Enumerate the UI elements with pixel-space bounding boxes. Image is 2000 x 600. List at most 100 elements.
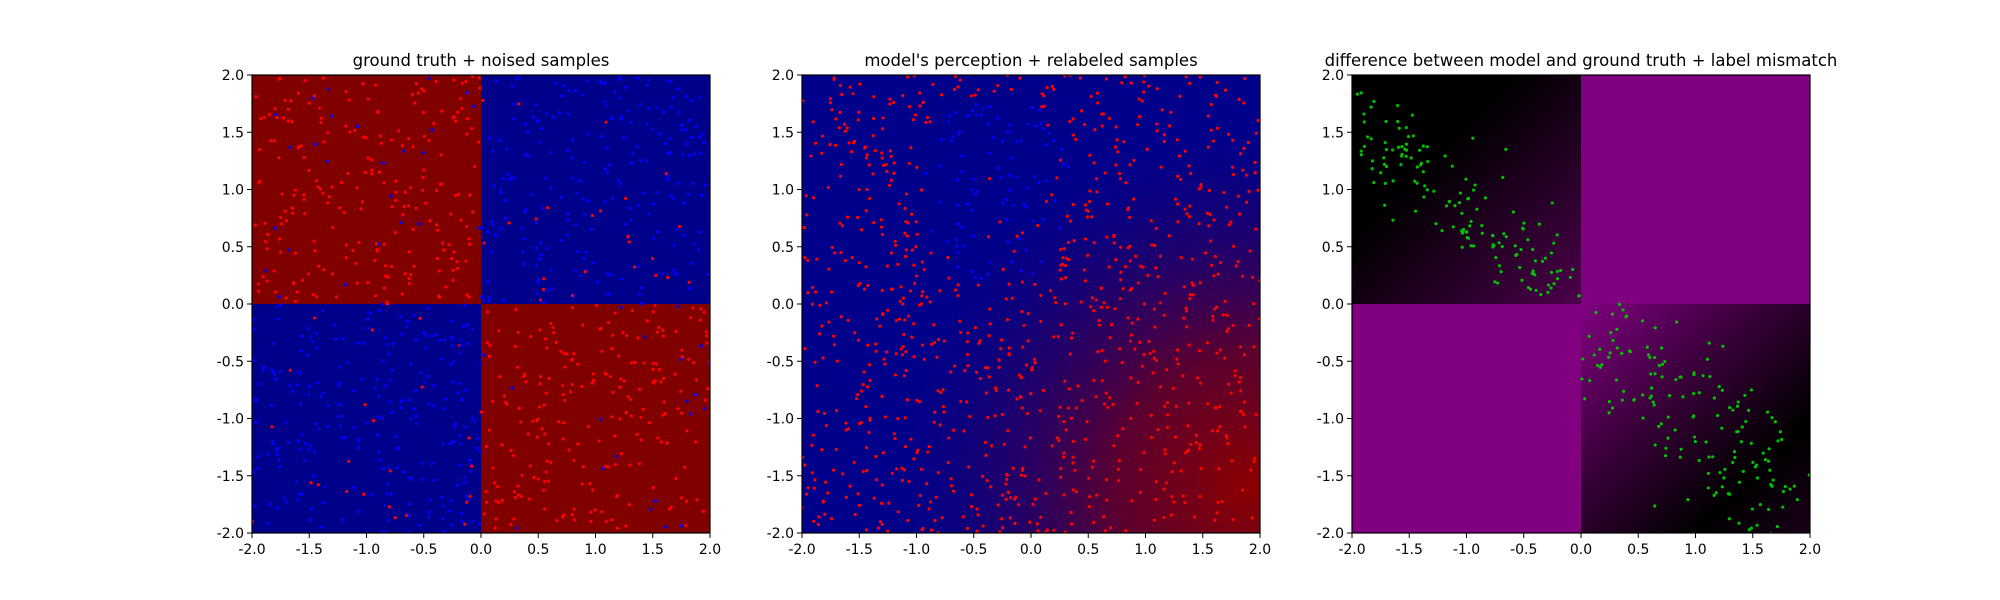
scatter-point-red: [705, 341, 709, 345]
scatter-point-blue: [970, 108, 975, 113]
scatter-point-blue: [351, 425, 355, 430]
scatter-point-mismatch: [1763, 458, 1768, 462]
scatter-point-blue: [566, 149, 570, 153]
scatter-point-blue: [450, 344, 455, 348]
scatter-point-red: [1121, 427, 1125, 431]
scatter-point-mismatch: [1501, 175, 1505, 179]
scatter-point-blue: [1001, 201, 1005, 205]
scatter-point-blue: [605, 103, 609, 107]
scatter-point-red: [699, 307, 703, 311]
scatter-point-mismatch: [1641, 393, 1645, 397]
scatter-point-red: [1221, 313, 1226, 317]
scatter-point-red: [997, 365, 1001, 369]
scatter-point-red: [1224, 433, 1228, 437]
scatter-point-red: [953, 87, 957, 91]
scatter-point-red: [1119, 270, 1123, 274]
scatter-point-red: [833, 143, 838, 147]
scatter-point-red: [1124, 529, 1128, 533]
scatter-point-red: [1102, 402, 1107, 406]
scatter-point-red: [813, 478, 817, 482]
scatter-point-mismatch: [1697, 458, 1701, 463]
scatter-point-red: [1059, 323, 1063, 327]
scatter-point-red: [847, 141, 851, 145]
scatter-point-red: [1216, 500, 1220, 504]
scatter-point-red: [1184, 306, 1188, 310]
scatter-point-red: [994, 388, 998, 393]
scatter-point-red: [1045, 528, 1049, 532]
scatter-point-red: [1031, 502, 1035, 506]
scatter-point-red: [806, 486, 810, 490]
scatter-point-red: [1033, 282, 1037, 287]
scatter-point-red: [269, 138, 273, 143]
scatter-point-mismatch: [1649, 394, 1653, 398]
scatter-point-blue: [455, 484, 459, 488]
scatter-point-red: [1225, 436, 1229, 440]
scatter-point-mismatch: [1783, 484, 1787, 489]
scatter-point-blue: [299, 349, 303, 353]
scatter-point-red: [1231, 138, 1235, 142]
scatter-point-red: [900, 478, 904, 482]
scatter-point-red: [817, 332, 822, 336]
scatter-point-red: [664, 171, 668, 176]
scatter-point-red: [1237, 212, 1241, 216]
scatter-point-red: [1136, 380, 1140, 385]
scatter-point-red: [353, 128, 357, 132]
x-tick-label: -1.5: [846, 542, 873, 558]
scatter-point-blue: [311, 474, 316, 478]
scatter-point-blue: [279, 369, 283, 373]
scatter-point-blue: [451, 360, 455, 364]
scatter-point-red: [1056, 335, 1060, 339]
scatter-point-red: [865, 187, 869, 192]
scatter-point-red: [828, 97, 832, 101]
scatter-point-red: [546, 479, 551, 483]
scatter-point-blue: [441, 406, 445, 411]
scatter-point-blue: [567, 89, 571, 93]
scatter-point-red: [449, 212, 453, 216]
scatter-point-red: [484, 444, 488, 449]
scatter-point-red: [307, 168, 311, 173]
scatter-point-mismatch: [1460, 211, 1464, 215]
scatter-point-blue: [410, 477, 414, 481]
scatter-point-red: [1092, 161, 1096, 165]
scatter-point-blue: [1062, 162, 1066, 167]
scatter-point-mismatch: [1480, 231, 1484, 235]
scatter-point-red: [467, 237, 471, 241]
scatter-point-red: [1142, 450, 1146, 455]
scatter-point-mismatch: [1421, 144, 1425, 148]
scatter-point-red: [897, 202, 901, 206]
scatter-point-red: [303, 212, 307, 216]
scatter-point-red: [868, 363, 872, 367]
scatter-point-red: [835, 359, 839, 363]
scatter-point-red: [941, 404, 946, 409]
scatter-point-red: [511, 453, 515, 458]
scatter-point-blue: [376, 450, 380, 455]
scatter-point-red: [293, 188, 297, 192]
y-tick-label: 0.5: [772, 240, 794, 256]
scatter-point-blue: [701, 140, 706, 144]
scatter-point-blue: [1006, 240, 1010, 244]
scatter-point-mismatch: [1657, 363, 1661, 368]
scatter-point-red: [1103, 359, 1107, 363]
scatter-point-red: [821, 356, 825, 360]
scatter-point-blue: [574, 191, 579, 196]
scatter-point-red: [966, 364, 970, 368]
y-tick-label: -0.5: [767, 354, 794, 370]
x-tick-label: -0.5: [1510, 542, 1537, 558]
scatter-point-blue: [605, 146, 609, 150]
scatter-point-red: [975, 507, 979, 511]
scatter-point-red: [886, 529, 890, 533]
scatter-point-blue: [504, 147, 509, 151]
scatter-point-red: [403, 272, 407, 276]
scatter-point-red: [896, 262, 900, 266]
scatter-point-red: [656, 436, 660, 440]
scatter-point-red: [465, 116, 470, 121]
scatter-point-red: [1029, 392, 1033, 396]
scatter-point-red: [500, 498, 504, 503]
scatter-point-red: [452, 78, 456, 82]
scatter-point-red: [956, 85, 960, 89]
scatter-point-red: [1006, 388, 1011, 392]
scatter-point-blue: [424, 333, 428, 338]
scatter-point-mismatch: [1359, 153, 1363, 157]
scatter-point-blue: [988, 260, 992, 264]
scatter-point-red: [354, 261, 358, 266]
